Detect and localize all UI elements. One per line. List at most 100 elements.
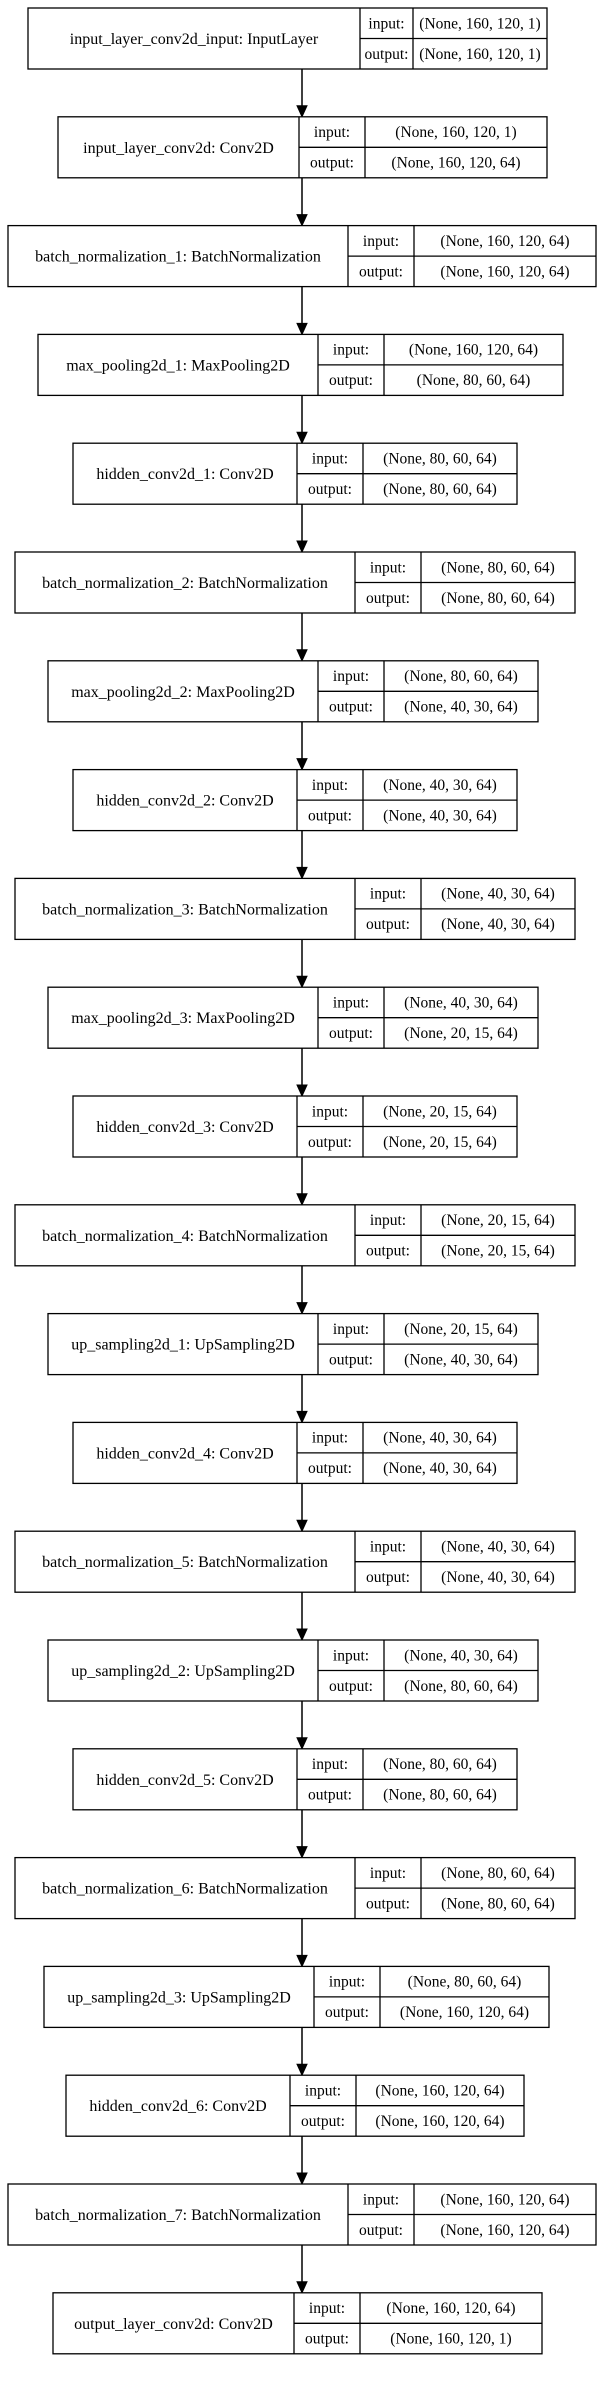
- layer-name: max_pooling2d_2: MaxPooling2D: [71, 684, 295, 701]
- layer-node: up_sampling2d_1: UpSampling2D input: outpu…: [47, 1312, 539, 1376]
- layer-node: up_sampling2d_2: UpSampling2D input: outpu…: [47, 1639, 539, 1702]
- output-label: output:: [308, 1134, 352, 1151]
- input-shape: (None, 80, 60, 64): [383, 450, 497, 467]
- layer-name: batch_normalization_3: BatchNormalizatio…: [42, 901, 328, 918]
- layer-name: hidden_conv2d_3: Conv2D: [96, 1119, 273, 1136]
- layer-name: batch_normalization_7: BatchNormalizatio…: [35, 2207, 321, 2224]
- connection-arrow: [296, 395, 308, 445]
- connection-arrow: [296, 1701, 308, 1751]
- layer-node: hidden_conv2d_6: Conv2D input: output: (Non…: [65, 2074, 525, 2137]
- layer-name: batch_normalization_6: BatchNormalizatio…: [42, 1881, 328, 1898]
- input-label: input:: [314, 124, 350, 141]
- connection-arrow: [296, 1483, 308, 1533]
- connection-arrow: [296, 2245, 308, 2295]
- input-shape: (None, 20, 15, 64): [404, 1321, 518, 1338]
- connection-arrow: [296, 1809, 308, 1859]
- input-shape: (None, 160, 120, 1): [419, 15, 540, 32]
- input-label: input:: [333, 994, 369, 1011]
- layer-name: output_layer_conv2d: Conv2D: [74, 2316, 273, 2333]
- output-shape: (None, 160, 120, 64): [440, 263, 569, 280]
- input-label: input:: [312, 1103, 348, 1120]
- output-shape: (None, 40, 30, 64): [441, 1569, 555, 1586]
- connection-arrow: [296, 613, 308, 663]
- output-shape: (None, 80, 60, 64): [383, 1787, 497, 1804]
- layer-name: batch_normalization_2: BatchNormalizatio…: [42, 575, 328, 592]
- input-shape: (None, 80, 60, 64): [441, 559, 555, 576]
- output-shape: (None, 40, 30, 64): [441, 916, 555, 933]
- input-shape: (None, 160, 120, 64): [386, 2300, 515, 2317]
- layer-box: [47, 1639, 539, 1702]
- output-label: output:: [365, 46, 409, 63]
- output-label: output:: [305, 2331, 349, 2348]
- output-shape: (None, 80, 60, 64): [441, 1895, 555, 1912]
- output-shape: (None, 20, 15, 64): [441, 1243, 555, 1260]
- input-label: input:: [333, 1321, 369, 1338]
- layer-node: hidden_conv2d_5: Conv2D input: output: (Non…: [72, 1748, 518, 1811]
- output-shape: (None, 40, 30, 64): [383, 1460, 497, 1477]
- layer-name: input_layer_conv2d_input: InputLayer: [70, 31, 319, 48]
- output-label: output:: [359, 263, 403, 280]
- output-label: output:: [325, 2004, 369, 2021]
- output-shape: (None, 80, 60, 64): [441, 590, 555, 607]
- input-shape: (None, 160, 120, 1): [395, 124, 516, 141]
- connection-arrows: [296, 69, 308, 2295]
- output-shape: (None, 40, 30, 64): [383, 807, 497, 824]
- output-label: output:: [329, 699, 373, 716]
- layer-name: hidden_conv2d_2: Conv2D: [96, 793, 273, 810]
- layer-node: batch_normalization_2: BatchNormalizatio…: [14, 551, 576, 614]
- input-shape: (None, 40, 30, 64): [441, 1538, 555, 1555]
- input-shape: (None, 40, 30, 64): [404, 994, 518, 1011]
- input-shape: (None, 40, 30, 64): [383, 777, 497, 794]
- layer-node: max_pooling2d_1: MaxPooling2D input: outpu…: [37, 333, 564, 397]
- output-label: output:: [308, 807, 352, 824]
- input-label: input:: [370, 1212, 406, 1229]
- input-label: input:: [312, 450, 348, 467]
- layer-node: output_layer_conv2d: Conv2D input: output:…: [52, 2292, 543, 2355]
- output-shape: (None, 160, 120, 1): [390, 2331, 511, 2348]
- input-label: input:: [368, 15, 404, 32]
- output-label: output:: [329, 1678, 373, 1695]
- input-label: input:: [333, 342, 369, 359]
- layer-name: max_pooling2d_1: MaxPooling2D: [66, 357, 290, 374]
- input-shape: (None, 160, 120, 64): [375, 2082, 504, 2099]
- connection-arrow: [296, 1265, 308, 1315]
- layer-name: input_layer_conv2d: Conv2D: [83, 140, 274, 157]
- layer-node: hidden_conv2d_2: Conv2D input: output: (Non…: [72, 768, 518, 832]
- output-shape: (None, 160, 120, 64): [391, 155, 520, 172]
- output-label: output:: [329, 1351, 373, 1368]
- input-shape: (None, 40, 30, 64): [383, 1430, 497, 1447]
- input-label: input:: [370, 1865, 406, 1882]
- input-shape: (None, 20, 15, 64): [441, 1212, 555, 1229]
- output-shape: (None, 40, 30, 64): [404, 1351, 518, 1368]
- layer-name: hidden_conv2d_5: Conv2D: [96, 1772, 273, 1789]
- input-label: input:: [309, 2300, 345, 2317]
- input-label: input:: [370, 1538, 406, 1555]
- connection-arrow: [296, 1157, 308, 1207]
- layer-node: batch_normalization_1: BatchNormalizatio…: [7, 224, 597, 288]
- input-shape: (None, 160, 120, 64): [440, 233, 569, 250]
- connection-arrow: [296, 504, 308, 554]
- input-shape: (None, 160, 120, 64): [409, 342, 538, 359]
- input-shape: (None, 80, 60, 64): [441, 1865, 555, 1882]
- output-label: output:: [366, 1895, 410, 1912]
- input-label: input:: [312, 1756, 348, 1773]
- layer-node: hidden_conv2d_4: Conv2D input: output: (Non…: [72, 1421, 518, 1485]
- connection-arrow: [296, 1592, 308, 1642]
- input-shape: (None, 80, 60, 64): [383, 1756, 497, 1773]
- input-label: input:: [333, 1647, 369, 1664]
- layer-node: up_sampling2d_3: UpSampling2D input: outpu…: [43, 1965, 550, 2029]
- input-label: input:: [305, 2082, 341, 2099]
- output-shape: (None, 80, 60, 64): [383, 481, 497, 498]
- output-shape: (None, 160, 120, 1): [419, 46, 540, 63]
- output-label: output:: [329, 372, 373, 389]
- layer-name: hidden_conv2d_1: Conv2D: [96, 466, 273, 483]
- layer-node: batch_normalization_5: BatchNormalizatio…: [14, 1530, 576, 1593]
- layer-name: batch_normalization_4: BatchNormalizatio…: [42, 1228, 328, 1245]
- connection-arrow: [296, 177, 308, 227]
- connection-arrow: [296, 830, 308, 880]
- connection-arrow: [296, 286, 308, 336]
- connection-arrow: [296, 2027, 308, 2077]
- output-shape: (None, 20, 15, 64): [404, 1025, 518, 1042]
- layer-node: max_pooling2d_3: MaxPooling2D input: outpu…: [47, 986, 539, 1049]
